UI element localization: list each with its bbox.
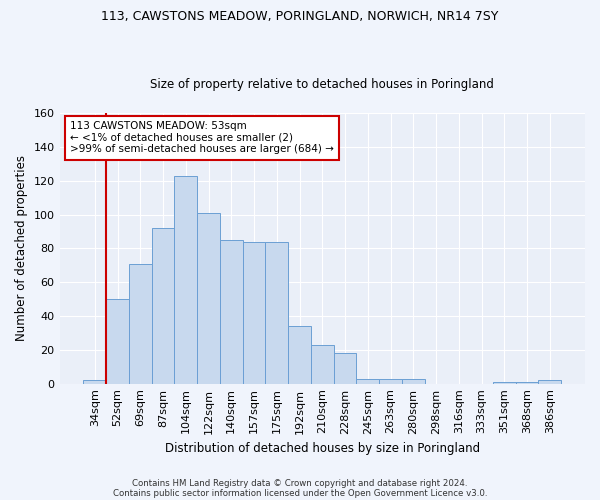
- Text: Contains HM Land Registry data © Crown copyright and database right 2024.: Contains HM Land Registry data © Crown c…: [132, 478, 468, 488]
- Bar: [175, 176, 197, 384]
- Bar: [334, 353, 356, 384]
- Bar: [515, 382, 538, 384]
- Title: Size of property relative to detached houses in Poringland: Size of property relative to detached ho…: [151, 78, 494, 91]
- Y-axis label: Number of detached properties: Number of detached properties: [15, 156, 28, 342]
- Bar: [311, 345, 334, 384]
- Bar: [356, 378, 379, 384]
- X-axis label: Distribution of detached houses by size in Poringland: Distribution of detached houses by size …: [165, 442, 480, 455]
- Text: Contains public sector information licensed under the Open Government Licence v3: Contains public sector information licen…: [113, 488, 487, 498]
- Text: 113 CAWSTONS MEADOW: 53sqm
← <1% of detached houses are smaller (2)
>99% of semi: 113 CAWSTONS MEADOW: 53sqm ← <1% of deta…: [70, 121, 334, 154]
- Bar: [129, 264, 152, 384]
- Bar: [83, 380, 106, 384]
- Bar: [538, 380, 561, 384]
- Text: 113, CAWSTONS MEADOW, PORINGLAND, NORWICH, NR14 7SY: 113, CAWSTONS MEADOW, PORINGLAND, NORWIC…: [101, 10, 499, 23]
- Bar: [493, 382, 515, 384]
- Bar: [402, 378, 425, 384]
- Bar: [197, 213, 220, 384]
- Bar: [379, 378, 402, 384]
- Bar: [152, 228, 175, 384]
- Bar: [288, 326, 311, 384]
- Bar: [106, 299, 129, 384]
- Bar: [242, 242, 265, 384]
- Bar: [220, 240, 242, 384]
- Bar: [265, 242, 288, 384]
